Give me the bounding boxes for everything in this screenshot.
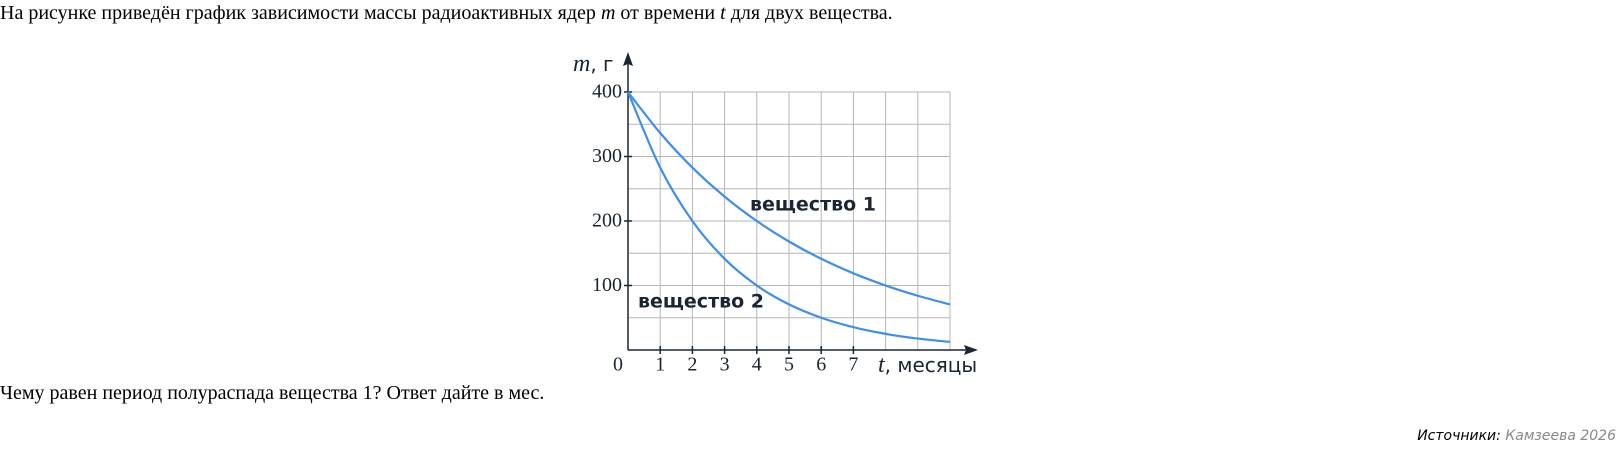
x-tick-label: 2 [687,354,697,376]
x-label-unit: , месяцы [885,353,978,377]
text: На рисунке приведён график зависимости м… [0,2,601,24]
variable: t [720,2,726,24]
x-tick-label: 4 [752,354,762,376]
x-arrow [964,345,978,355]
y-label-unit: , г [590,52,613,76]
y-tick-label: 100 [592,274,622,296]
x-tick-label: 5 [784,354,794,376]
curve [627,91,951,306]
y-label-symbol: m [573,51,590,77]
series-label: вещество 1 [750,194,876,216]
source-value: Камзеева 2026 [1505,428,1616,444]
source-label: Источники: [1417,428,1501,444]
x-tick-label: 1 [655,354,665,376]
y-arrow [623,52,633,66]
variable: m [600,2,616,24]
x-tick-label: 6 [816,354,826,376]
x-axis-label: t, месяцы [878,352,977,378]
question: На рисунке приведён график зависимости м… [0,2,893,25]
y-tick-label: 300 [592,145,622,167]
text: от времени [615,2,721,24]
x-tick-label: 3 [720,354,730,376]
series-label: вещество 2 [638,291,764,313]
x-label-symbol: t [878,352,886,378]
x-tick-label: 0 [613,354,623,376]
y-tick-label: 200 [592,210,622,232]
y-axis-label: m, г [573,51,614,77]
y-tick-label: 400 [592,81,622,103]
text: для двух вещества. [725,2,893,24]
curve [626,91,951,344]
question-2: Чему равен период полураспада вещества 1… [0,382,545,404]
source: Источники: Камзеева 2026 [1417,428,1616,444]
x-tick-label: 7 [848,354,858,376]
